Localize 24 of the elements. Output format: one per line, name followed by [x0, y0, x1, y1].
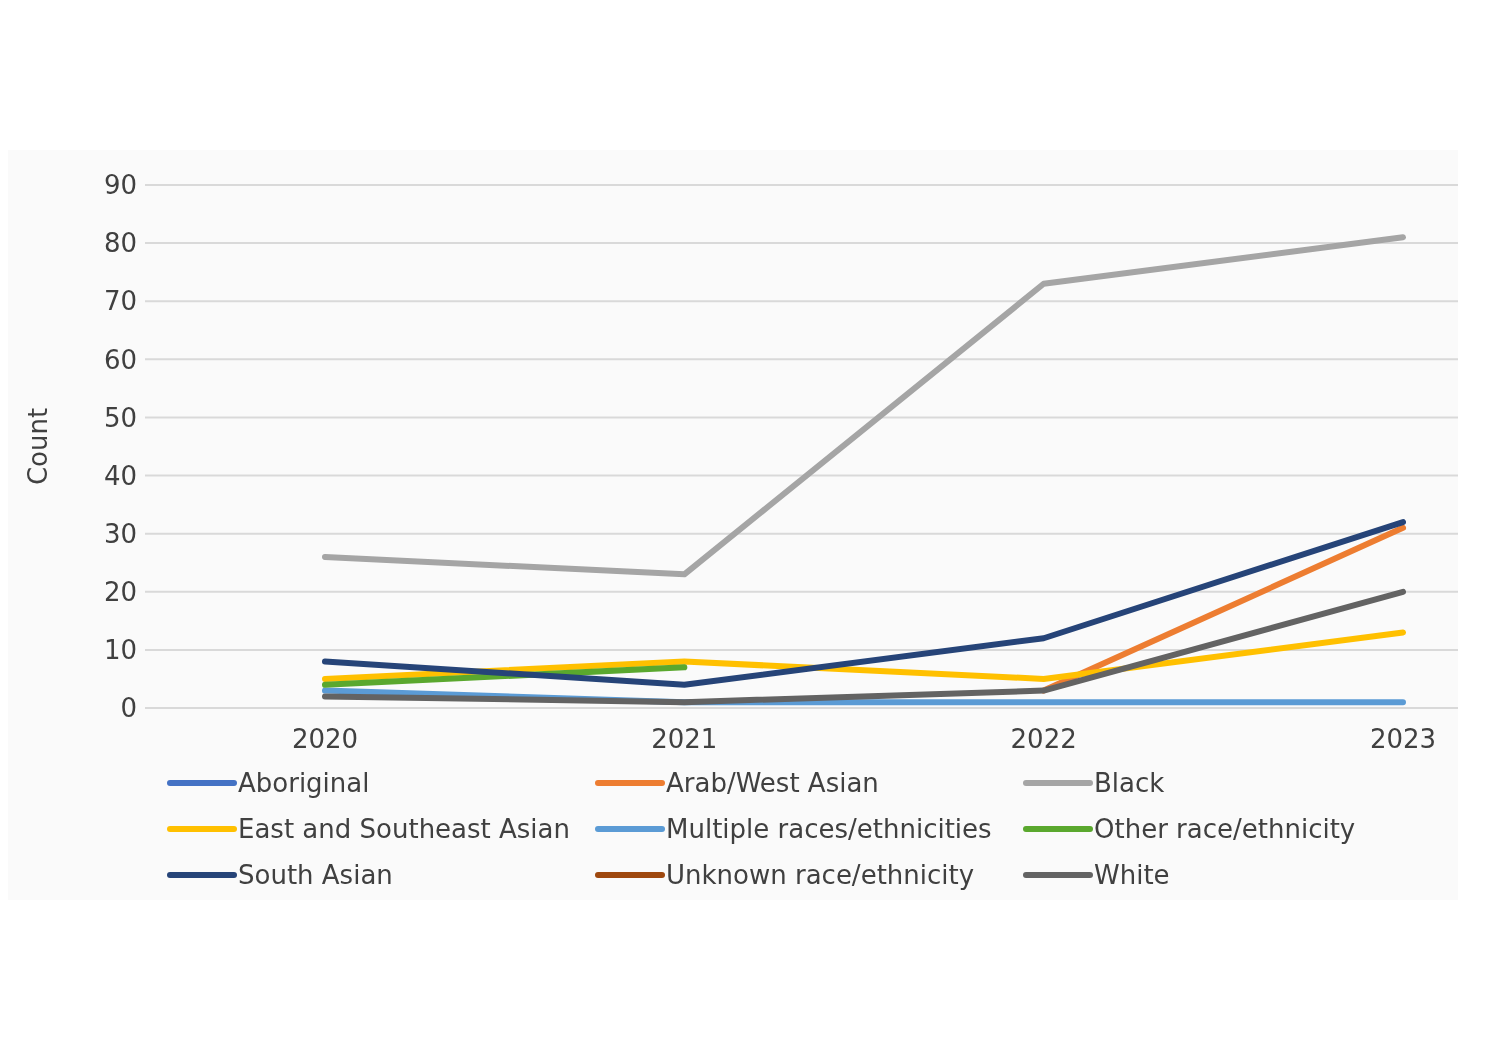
y-tick-label: 50: [103, 402, 137, 433]
x-tick-label: 2020: [291, 724, 359, 755]
x-tick-label: 2022: [1010, 724, 1077, 755]
legend-label: Black: [1094, 768, 1165, 798]
legend-label: Multiple races/ethnicities: [666, 814, 992, 844]
legend-label: East and Southeast Asian: [238, 814, 571, 844]
y-tick-label: 40: [103, 460, 137, 491]
legend-label: South Asian: [238, 860, 393, 890]
y-axis-title: Count: [23, 407, 54, 486]
legend-label: Other race/ethnicity: [1094, 814, 1356, 844]
legend-label: White: [1094, 860, 1170, 890]
legend-label: Unknown race/ethnicity: [666, 860, 975, 890]
y-tick-label: 70: [103, 286, 137, 317]
y-tick-label: 90: [103, 170, 137, 201]
legend-label: Aboriginal: [238, 768, 370, 798]
legend-label: Arab/West Asian: [666, 768, 879, 798]
y-tick-label: 20: [103, 577, 137, 608]
y-tick-label: 10: [103, 635, 137, 666]
y-tick-label: 0: [120, 693, 137, 724]
x-tick-label: 2021: [651, 724, 718, 755]
y-tick-label: 60: [103, 344, 137, 375]
x-tick-label: 2023: [1369, 724, 1437, 755]
y-tick-label: 30: [103, 518, 137, 549]
y-tick-label: 80: [103, 228, 137, 259]
